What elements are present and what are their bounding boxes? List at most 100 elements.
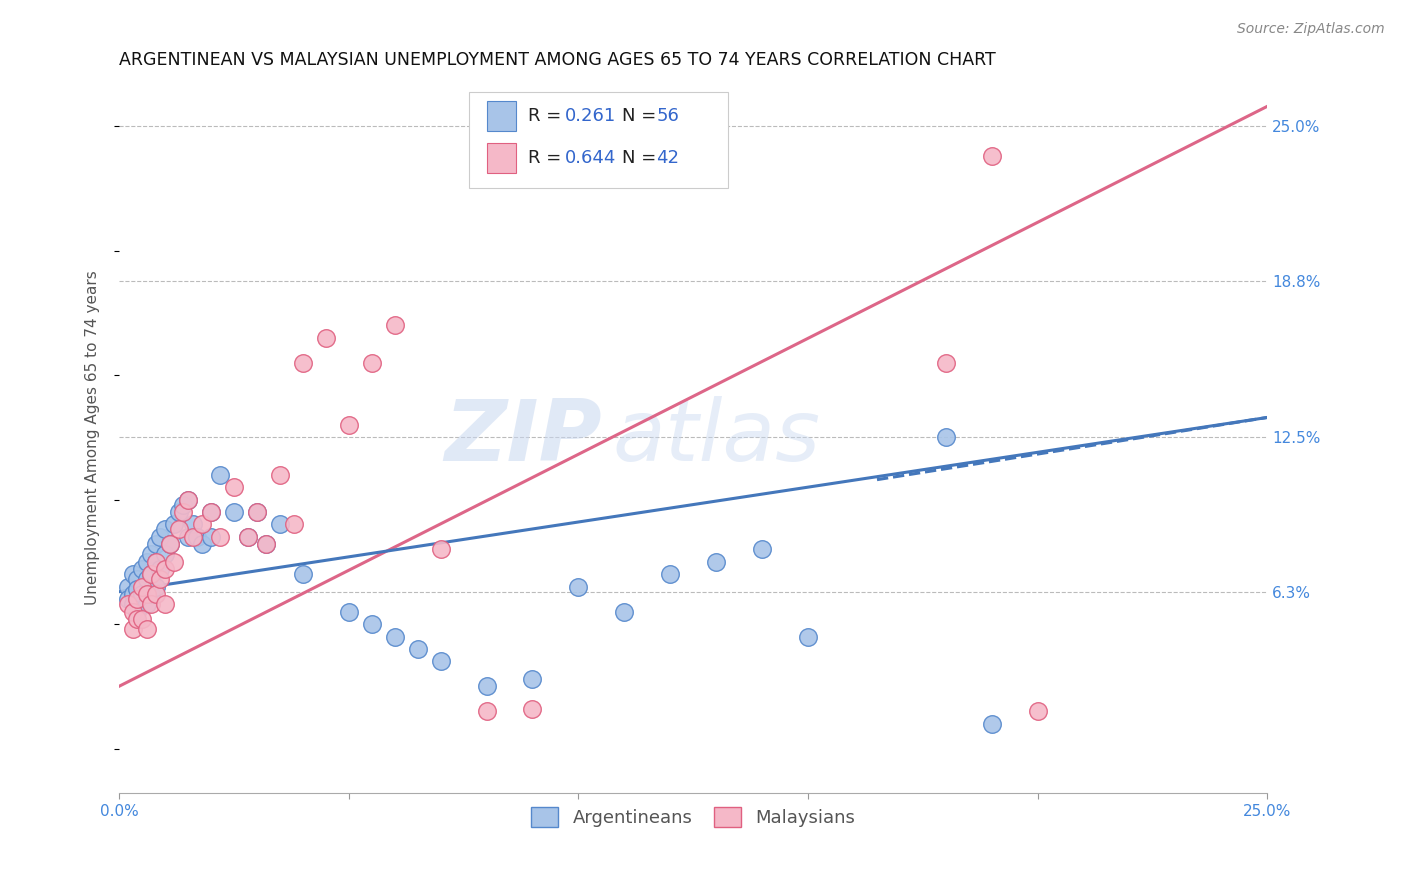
Point (222, 505, 245, 519)
Point (315, 331, 337, 345)
Point (337, 417, 360, 432)
Point (159, 537, 181, 551)
Point (209, 530, 232, 544)
Point (246, 505, 269, 519)
Text: 0.644: 0.644 (565, 149, 616, 167)
Point (149, 530, 172, 544)
Point (172, 498, 194, 512)
Point (181, 517, 204, 532)
Point (429, 542, 451, 557)
Point (121, 587, 143, 601)
Point (613, 605, 636, 619)
Text: atlas: atlas (613, 396, 821, 479)
Point (121, 597, 143, 611)
Point (117, 597, 139, 611)
Point (522, 672, 544, 686)
Point (135, 572, 157, 586)
Point (141, 567, 163, 582)
Point (222, 480, 245, 494)
Point (145, 587, 167, 601)
Point (127, 612, 149, 626)
Point (522, 702, 544, 716)
Point (254, 537, 277, 551)
Point (121, 605, 143, 619)
Point (190, 537, 212, 551)
Point (475, 679, 498, 693)
Point (127, 605, 149, 619)
Point (153, 597, 176, 611)
Point (429, 654, 451, 668)
Point (980, 149, 1002, 163)
Point (209, 467, 232, 482)
Point (269, 467, 291, 482)
Point (172, 505, 194, 519)
Point (177, 530, 200, 544)
FancyBboxPatch shape (486, 102, 516, 131)
Point (135, 622, 157, 636)
Point (384, 630, 406, 644)
Y-axis label: Unemployment Among Ages 65 to 74 years: Unemployment Among Ages 65 to 74 years (86, 270, 100, 605)
Point (980, 716, 1002, 731)
Text: ZIP: ZIP (444, 396, 602, 479)
Point (121, 567, 143, 582)
Point (153, 523, 176, 537)
Point (406, 642, 429, 657)
Point (291, 356, 314, 370)
Point (163, 555, 186, 569)
Point (135, 587, 157, 601)
Point (659, 567, 682, 582)
Point (135, 597, 157, 611)
Point (475, 704, 498, 718)
Point (200, 505, 222, 519)
Point (337, 605, 360, 619)
Point (149, 572, 172, 586)
Point (1026, 704, 1049, 718)
Text: Source: ZipAtlas.com: Source: ZipAtlas.com (1237, 22, 1385, 37)
Point (131, 562, 153, 576)
Point (131, 587, 153, 601)
Text: 42: 42 (657, 149, 679, 167)
Point (797, 630, 820, 644)
Point (254, 537, 277, 551)
Point (153, 547, 176, 561)
Point (153, 562, 176, 576)
Point (246, 505, 269, 519)
Legend: Argentineans, Malaysians: Argentineans, Malaysians (524, 800, 863, 834)
Point (186, 530, 208, 544)
Point (141, 547, 163, 561)
Point (117, 580, 139, 594)
Point (935, 356, 957, 370)
Point (117, 592, 139, 607)
Point (145, 537, 167, 551)
Point (145, 555, 167, 569)
Point (167, 523, 190, 537)
Point (149, 562, 172, 576)
Point (236, 530, 259, 544)
Point (131, 612, 153, 626)
Point (269, 517, 291, 532)
Text: 56: 56 (657, 107, 679, 125)
FancyBboxPatch shape (486, 144, 516, 173)
Point (181, 530, 204, 544)
Point (145, 555, 167, 569)
Point (141, 567, 163, 582)
Point (360, 617, 382, 632)
Point (141, 597, 163, 611)
Point (145, 580, 167, 594)
Point (177, 492, 200, 507)
Point (127, 572, 149, 586)
Point (704, 555, 727, 569)
Point (190, 517, 212, 532)
Point (127, 582, 149, 597)
Text: N =: N = (621, 107, 662, 125)
Point (384, 318, 406, 333)
Point (127, 592, 149, 607)
Point (159, 537, 181, 551)
Point (200, 530, 222, 544)
Text: R =: R = (527, 149, 567, 167)
Point (200, 505, 222, 519)
Point (177, 492, 200, 507)
Text: N =: N = (621, 149, 662, 167)
Point (121, 622, 143, 636)
Text: R =: R = (527, 107, 567, 125)
